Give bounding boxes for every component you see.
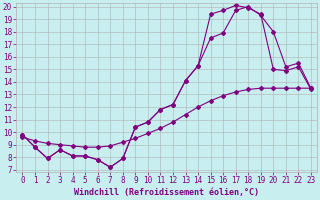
X-axis label: Windchill (Refroidissement éolien,°C): Windchill (Refroidissement éolien,°C) [74, 188, 259, 197]
